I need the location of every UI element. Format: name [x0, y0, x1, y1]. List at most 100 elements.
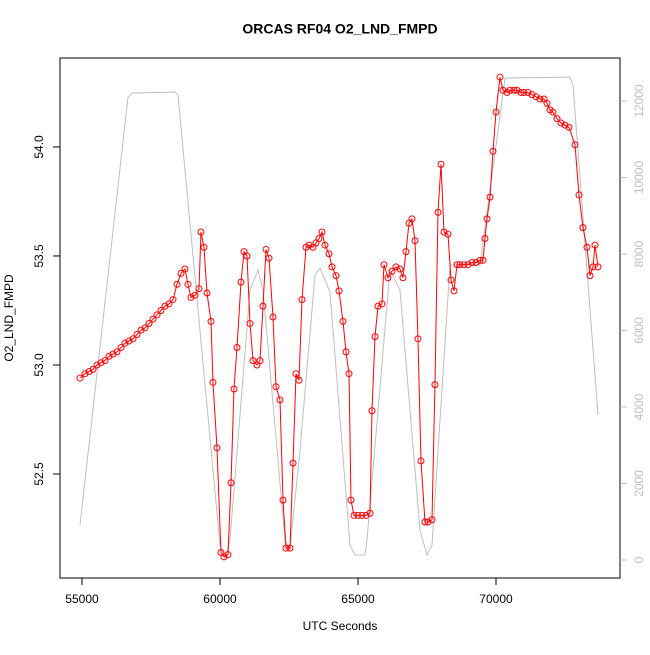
- data-point: [184, 280, 192, 288]
- data-point: [125, 337, 133, 345]
- data-point: [97, 359, 105, 367]
- data-point: [481, 235, 489, 243]
- data-point: [76, 374, 84, 382]
- data-point: [431, 381, 439, 389]
- y2-tick-label: 6000: [632, 317, 646, 344]
- data-point: [265, 254, 273, 262]
- data-point: [583, 243, 591, 251]
- data-point: [177, 269, 185, 277]
- data-point: [149, 315, 157, 323]
- data-point: [191, 291, 199, 299]
- data-point: [414, 335, 422, 343]
- data-point: [528, 91, 536, 99]
- data-point: [472, 259, 480, 267]
- data-point: [195, 285, 203, 293]
- data-point: [85, 368, 93, 376]
- data-point: [209, 378, 217, 386]
- data-point: [421, 518, 429, 526]
- data-point: [350, 511, 358, 519]
- data-point: [342, 348, 350, 356]
- data-point: [378, 300, 386, 308]
- data-point: [246, 320, 254, 328]
- data-point: [589, 263, 597, 271]
- data-point: [289, 459, 297, 467]
- y2-tick-label: 0: [632, 556, 646, 563]
- data-point: [269, 313, 277, 321]
- y2-tick-label: 4000: [632, 393, 646, 420]
- data-point: [399, 274, 407, 282]
- data-point: [402, 248, 410, 256]
- y2-tick-label: 12000: [632, 84, 646, 118]
- data-point: [392, 263, 400, 271]
- chart-title: ORCAS RF04 O2_LND_FMPD: [242, 21, 437, 37]
- data-point: [335, 287, 343, 295]
- data-point: [227, 479, 235, 487]
- data-point: [428, 516, 436, 524]
- data-point: [200, 243, 208, 251]
- data-point: [408, 215, 416, 223]
- data-point: [553, 115, 561, 123]
- data-point: [259, 302, 267, 310]
- data-point: [113, 348, 121, 356]
- data-point: [476, 256, 484, 264]
- data-point: [506, 86, 514, 94]
- y-tick-label: 54.0: [32, 135, 46, 159]
- data-point: [305, 241, 313, 249]
- data-point: [101, 357, 109, 365]
- data-point: [318, 228, 326, 236]
- data-point: [181, 265, 189, 273]
- data-point: [543, 99, 551, 107]
- x-tick-label: 65000: [341, 592, 375, 606]
- data-point: [384, 274, 392, 282]
- data-point: [262, 245, 270, 253]
- data-point: [447, 276, 455, 284]
- data-point: [187, 293, 195, 301]
- data-point: [325, 250, 333, 258]
- data-point: [339, 317, 347, 325]
- data-point: [594, 263, 602, 271]
- data-point: [411, 237, 419, 245]
- data-point: [173, 280, 181, 288]
- data-point: [591, 241, 599, 249]
- data-point: [434, 208, 442, 216]
- data-point: [579, 224, 587, 232]
- data-point: [388, 267, 396, 275]
- data-point: [328, 263, 336, 271]
- data-point: [233, 344, 241, 352]
- y2-tick-label: 8000: [632, 240, 646, 267]
- data-point: [417, 457, 425, 465]
- data-point: [249, 357, 257, 365]
- data-point: [230, 385, 238, 393]
- data-point: [93, 361, 101, 369]
- data-point: [157, 306, 165, 314]
- data-point: [489, 147, 497, 155]
- data-point: [133, 330, 141, 338]
- data-point: [524, 88, 532, 96]
- data-point: [295, 376, 303, 384]
- x-axis-label: UTC Seconds: [303, 619, 378, 633]
- data-point: [532, 93, 540, 101]
- y2-tick-label: 10000: [632, 160, 646, 194]
- data-point: [483, 215, 491, 223]
- data-point: [371, 333, 379, 341]
- data-point: [520, 88, 528, 96]
- data-point: [153, 311, 161, 319]
- data-point: [354, 511, 362, 519]
- data-point: [279, 496, 287, 504]
- data-point: [358, 511, 366, 519]
- data-point: [282, 544, 290, 552]
- data-point: [332, 272, 340, 280]
- data-point: [536, 95, 544, 103]
- data-point: [362, 511, 370, 519]
- data-point: [496, 73, 504, 81]
- data-point: [298, 296, 306, 304]
- data-point: [220, 553, 228, 561]
- data-point: [368, 407, 376, 415]
- data-point: [460, 261, 468, 269]
- y-tick-label: 53.5: [32, 244, 46, 268]
- data-point: [517, 88, 525, 96]
- data-point: [272, 383, 280, 391]
- data-point: [557, 119, 565, 127]
